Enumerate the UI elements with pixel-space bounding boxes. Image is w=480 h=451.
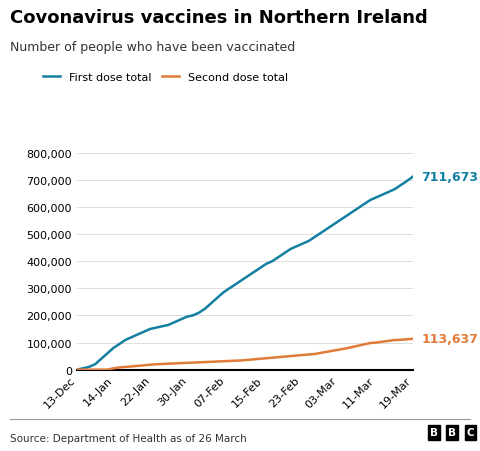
Text: C: C: [467, 428, 474, 437]
Text: Source: Department of Health as of 26 March: Source: Department of Health as of 26 Ma…: [10, 433, 246, 443]
Text: B: B: [448, 428, 456, 437]
Text: Number of people who have been vaccinated: Number of people who have been vaccinate…: [10, 41, 295, 54]
Legend: First dose total, Second dose total: First dose total, Second dose total: [39, 68, 292, 87]
Text: 711,673: 711,673: [421, 171, 478, 184]
Text: B: B: [430, 428, 438, 437]
Text: Covonavirus vaccines in Northern Ireland: Covonavirus vaccines in Northern Ireland: [10, 9, 427, 27]
Text: 113,637: 113,637: [421, 332, 478, 345]
